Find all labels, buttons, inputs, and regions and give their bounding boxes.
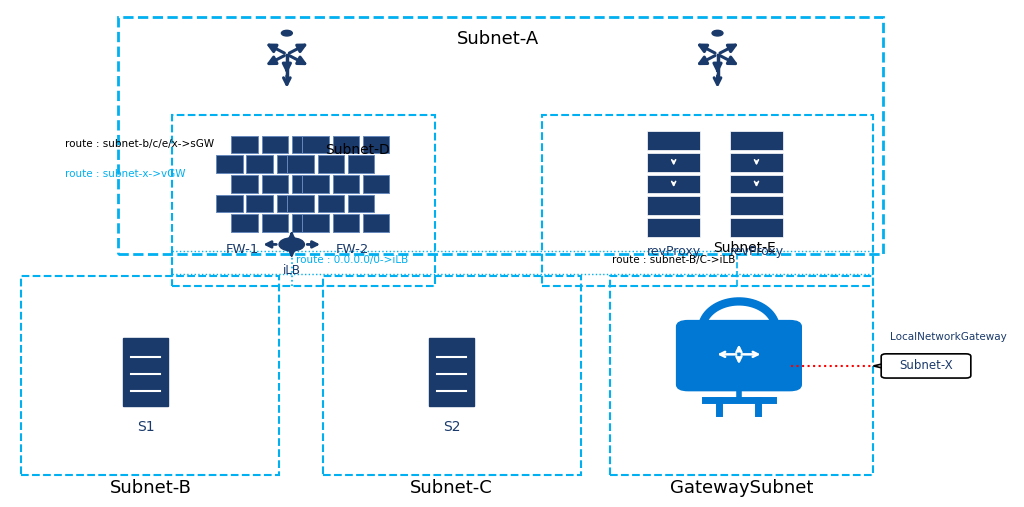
FancyBboxPatch shape bbox=[261, 214, 288, 232]
Text: revProxy: revProxy bbox=[729, 245, 783, 259]
FancyBboxPatch shape bbox=[302, 136, 329, 154]
FancyBboxPatch shape bbox=[429, 339, 474, 406]
FancyBboxPatch shape bbox=[362, 175, 389, 193]
Circle shape bbox=[712, 30, 723, 36]
FancyBboxPatch shape bbox=[216, 195, 243, 212]
FancyBboxPatch shape bbox=[647, 218, 700, 237]
Polygon shape bbox=[873, 363, 886, 369]
FancyBboxPatch shape bbox=[302, 214, 329, 232]
Text: FW-2: FW-2 bbox=[336, 243, 369, 256]
Text: GatewaySubnet: GatewaySubnet bbox=[670, 479, 813, 496]
FancyBboxPatch shape bbox=[247, 156, 272, 173]
FancyBboxPatch shape bbox=[247, 195, 272, 212]
FancyBboxPatch shape bbox=[730, 218, 783, 237]
FancyBboxPatch shape bbox=[730, 153, 783, 171]
FancyBboxPatch shape bbox=[292, 214, 318, 232]
Text: Subnet-B: Subnet-B bbox=[110, 479, 191, 496]
Text: iLB: iLB bbox=[283, 264, 301, 277]
FancyBboxPatch shape bbox=[302, 175, 329, 193]
FancyBboxPatch shape bbox=[288, 195, 313, 212]
FancyBboxPatch shape bbox=[317, 156, 344, 173]
FancyBboxPatch shape bbox=[276, 195, 303, 212]
Text: Subnet-X: Subnet-X bbox=[899, 359, 952, 373]
FancyBboxPatch shape bbox=[647, 153, 700, 171]
Text: route : subnet-x->vGW: route : subnet-x->vGW bbox=[65, 169, 185, 179]
FancyBboxPatch shape bbox=[333, 214, 359, 232]
Text: S2: S2 bbox=[442, 420, 460, 434]
FancyBboxPatch shape bbox=[647, 196, 700, 215]
FancyBboxPatch shape bbox=[882, 354, 971, 378]
FancyBboxPatch shape bbox=[123, 339, 168, 406]
FancyBboxPatch shape bbox=[317, 195, 344, 212]
FancyBboxPatch shape bbox=[292, 136, 318, 154]
FancyBboxPatch shape bbox=[730, 174, 783, 193]
FancyBboxPatch shape bbox=[333, 136, 359, 154]
FancyBboxPatch shape bbox=[231, 175, 258, 193]
FancyBboxPatch shape bbox=[362, 136, 389, 154]
FancyBboxPatch shape bbox=[216, 156, 243, 173]
FancyBboxPatch shape bbox=[292, 175, 318, 193]
FancyBboxPatch shape bbox=[348, 156, 374, 173]
FancyBboxPatch shape bbox=[333, 175, 359, 193]
FancyBboxPatch shape bbox=[231, 136, 258, 154]
Text: Subnet-E: Subnet-E bbox=[713, 241, 775, 256]
FancyBboxPatch shape bbox=[647, 174, 700, 193]
FancyBboxPatch shape bbox=[647, 131, 700, 150]
FancyBboxPatch shape bbox=[276, 156, 303, 173]
FancyBboxPatch shape bbox=[261, 175, 288, 193]
Text: LocalNetworkGateway: LocalNetworkGateway bbox=[890, 332, 1007, 342]
FancyBboxPatch shape bbox=[261, 136, 288, 154]
Text: FW-1: FW-1 bbox=[225, 243, 259, 256]
Text: Subnet-D: Subnet-D bbox=[325, 143, 389, 157]
FancyBboxPatch shape bbox=[677, 320, 802, 391]
FancyBboxPatch shape bbox=[730, 131, 783, 150]
Text: S1: S1 bbox=[137, 420, 155, 434]
Text: route : subnet-B/C->iLB: route : subnet-B/C->iLB bbox=[612, 255, 735, 265]
FancyBboxPatch shape bbox=[288, 156, 313, 173]
Text: Subnet-A: Subnet-A bbox=[457, 30, 540, 48]
Text: Subnet-C: Subnet-C bbox=[411, 479, 493, 496]
FancyBboxPatch shape bbox=[730, 196, 783, 215]
FancyBboxPatch shape bbox=[231, 214, 258, 232]
Text: route : 0.0.0.0/0->iLB: route : 0.0.0.0/0->iLB bbox=[296, 255, 409, 265]
Circle shape bbox=[282, 30, 292, 36]
Circle shape bbox=[280, 238, 304, 251]
Text: route : subnet-b/c/e/x->sGW: route : subnet-b/c/e/x->sGW bbox=[65, 138, 214, 149]
FancyBboxPatch shape bbox=[348, 195, 374, 212]
FancyBboxPatch shape bbox=[362, 214, 389, 232]
Text: revProxy: revProxy bbox=[646, 245, 700, 259]
